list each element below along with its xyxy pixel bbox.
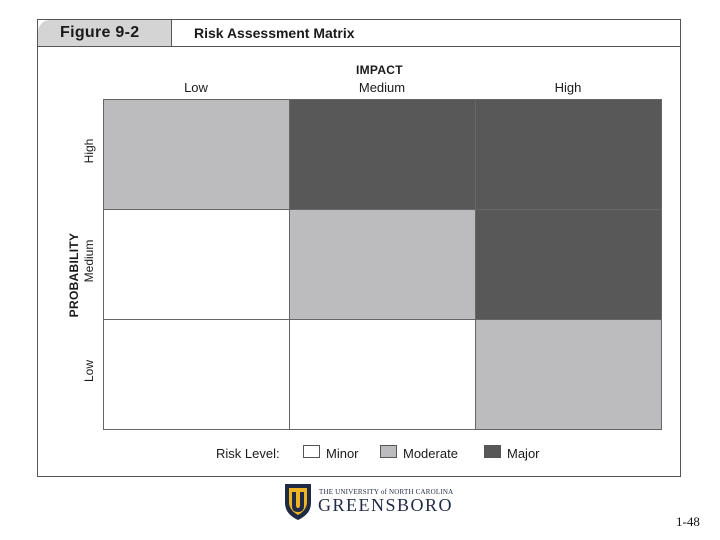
matrix-cell-high-medium	[289, 99, 476, 210]
logo-greensboro: GREENSBORO	[318, 495, 454, 515]
page-number: 1-48	[676, 514, 700, 529]
impact-label-low: Low	[184, 80, 208, 95]
logo-university-line: THE UNIVERSITY of NORTH CAROLINA	[319, 488, 454, 496]
legend-label-minor: Minor	[326, 446, 359, 461]
legend-label-moderate: Moderate	[403, 446, 458, 461]
probability-label-low: Low	[82, 360, 96, 383]
legend-title: Risk Level:	[216, 446, 280, 461]
matrix-cell-low-medium	[289, 319, 476, 430]
uncg-logo: THE UNIVERSITY of NORTH CAROLINA GREENSB…	[283, 480, 453, 522]
impact-axis-title: IMPACT	[356, 63, 403, 77]
legend-swatch-minor	[303, 445, 320, 458]
probability-axis-title: PROBABILITY	[67, 232, 81, 318]
legend-swatch-moderate	[380, 445, 397, 458]
probability-label-high: High	[82, 138, 96, 164]
figure-title: Risk Assessment Matrix	[194, 25, 355, 41]
figure-frame: Figure 9-2 Risk Assessment Matrix IMPACT…	[37, 19, 681, 477]
uncg-shield-icon	[285, 484, 311, 520]
impact-label-high: High	[554, 80, 582, 95]
legend-label-major: Major	[507, 446, 540, 461]
matrix-cell-medium-medium	[289, 209, 476, 320]
probability-label-medium: Medium	[82, 239, 96, 283]
figure-label-tab: Figure 9-2	[38, 20, 172, 46]
matrix-cell-high-low	[103, 99, 290, 210]
matrix-cell-high-high	[475, 99, 662, 210]
matrix-cell-medium-low	[103, 209, 290, 320]
risk-matrix-grid	[103, 99, 662, 430]
figure-header: Figure 9-2 Risk Assessment Matrix	[38, 20, 680, 47]
impact-label-medium: Medium	[358, 80, 406, 95]
matrix-cell-low-high	[475, 319, 662, 430]
legend-swatch-major	[484, 445, 501, 458]
matrix-cell-medium-high	[475, 209, 662, 320]
matrix-cell-low-low	[103, 319, 290, 430]
figure-label: Figure 9-2	[60, 24, 140, 41]
legend: Risk Level: Minor Moderate Major	[38, 443, 680, 463]
